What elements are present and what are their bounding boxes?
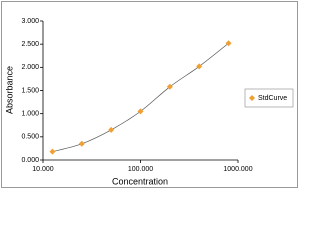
chart: Concentration Absorbance 0.000 0.500 1.000… (1, 1, 298, 188)
y-tick-label: 0.000 (21, 157, 39, 164)
x-tick-label: 10.000 (32, 166, 54, 173)
y-tick-label: 0.500 (21, 134, 39, 141)
y-tick-label: 2.500 (21, 41, 39, 48)
y-tick-label: 1.000 (21, 111, 39, 118)
y-tick-label: 3.000 (21, 18, 39, 25)
y-axis-title: Absorbance (4, 66, 14, 114)
x-tick-label: 100.000 (128, 166, 153, 173)
point (225, 40, 232, 47)
legend-label: StdCurve (258, 95, 287, 102)
point (49, 148, 56, 155)
y-tick-label: 1.500 (21, 87, 39, 94)
x-axis-title: Concentration (112, 176, 168, 186)
legend-marker (249, 95, 255, 101)
x-tick-label: 1000.000 (223, 166, 252, 173)
point (196, 63, 203, 70)
point (108, 126, 115, 133)
legend-box (244, 88, 294, 108)
point (78, 140, 85, 147)
point (137, 108, 144, 115)
y-tick-label: 2.000 (21, 64, 39, 71)
point (166, 83, 173, 90)
